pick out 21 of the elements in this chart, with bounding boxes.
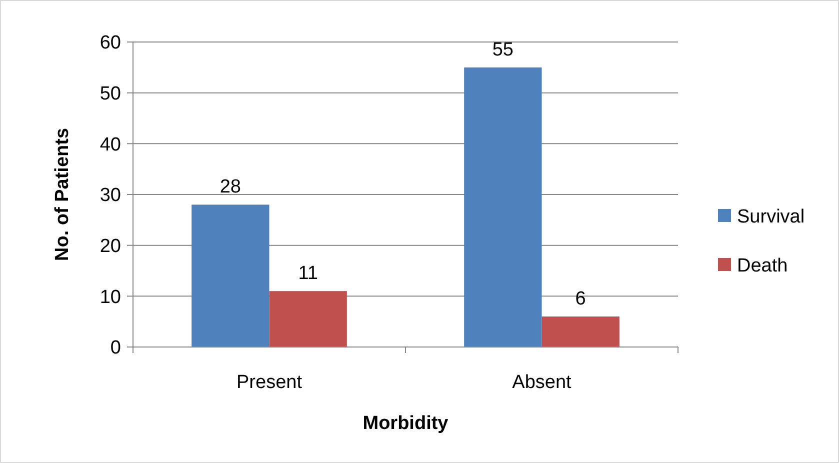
y-axis-title: No. of Patients [52,128,73,262]
data-label: 11 [298,263,318,284]
data-label: 55 [492,39,514,60]
bar [192,204,270,347]
y-tick-label: 60 [100,32,121,54]
x-tick-label: Absent [512,372,572,393]
x-axis-title: Morbidity [362,413,449,434]
y-tick-label: 50 [100,83,121,104]
y-tick-label: 30 [100,185,121,206]
legend-label: Death [737,256,788,277]
y-tick-label: 10 [100,286,121,308]
x-tick-label: Present [236,372,303,393]
bar [542,316,620,347]
data-label: 6 [575,288,586,310]
bar [464,67,542,347]
data-label: 28 [220,176,241,198]
bar [269,291,347,347]
y-tick-label: 0 [110,338,121,359]
y-tick-label: 20 [100,236,121,257]
legend-label: Survival [737,206,805,228]
y-tick-label: 40 [100,134,121,156]
